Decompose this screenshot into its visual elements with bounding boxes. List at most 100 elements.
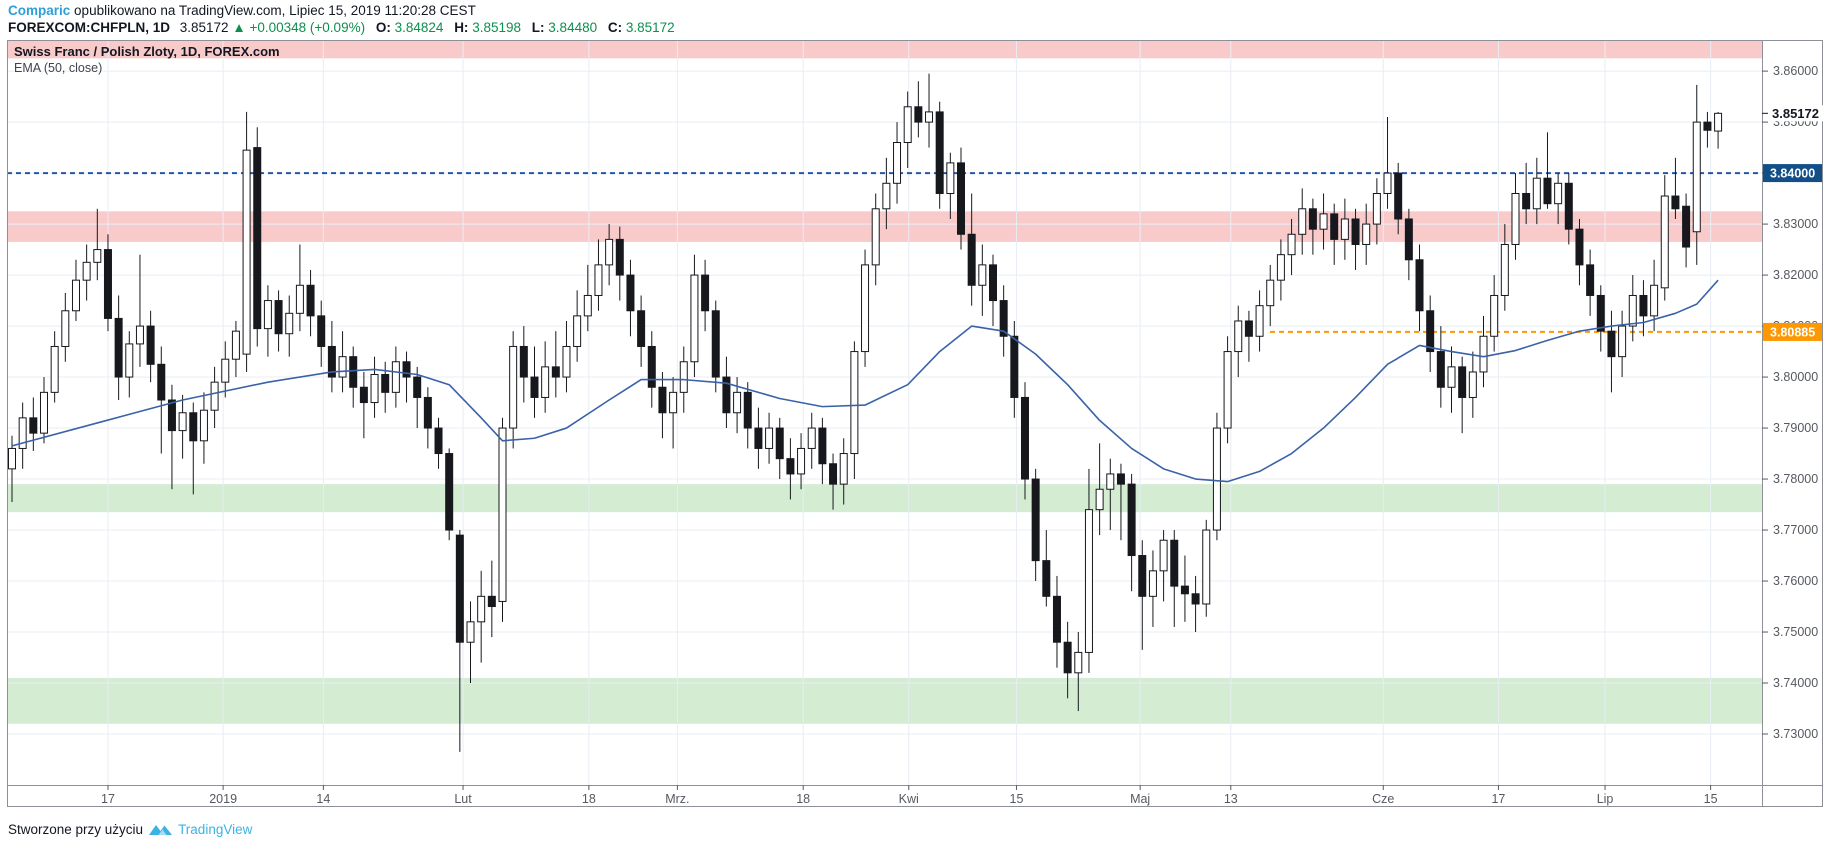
candle-body: [253, 147, 262, 330]
candle-body: [1244, 320, 1253, 337]
candle-body: [487, 595, 496, 608]
x-tick-label[interactable]: Mrz.: [665, 792, 689, 806]
candle-body: [647, 345, 656, 388]
candle-body: [1639, 294, 1648, 317]
y-tick-label[interactable]: 3.78000: [1773, 472, 1818, 486]
candle-body: [1575, 228, 1584, 266]
candle-body: [701, 274, 710, 312]
y-tick-label[interactable]: 3.77000: [1773, 523, 1818, 537]
x-tick-label[interactable]: 15: [1704, 792, 1718, 806]
high-value: 3.85198: [472, 20, 522, 35]
candle-body: [925, 111, 934, 123]
candle-body: [1234, 320, 1243, 353]
candle-body: [1074, 651, 1083, 674]
candle-body: [1180, 585, 1189, 595]
candle-body: [1415, 259, 1424, 312]
ema-line: [11, 279, 1719, 483]
candle-body: [434, 427, 443, 455]
candle-body: [1671, 195, 1680, 210]
resistance-upper-zone: [7, 40, 1762, 59]
candle-body: [29, 417, 38, 434]
candle-body: [1287, 233, 1296, 256]
candle-body: [946, 162, 955, 194]
y-tick-label[interactable]: 3.83000: [1773, 217, 1818, 231]
candle-body: [1458, 366, 1467, 398]
close-value: 3.85172: [625, 20, 675, 35]
candle-body: [669, 391, 678, 414]
y-tick-label[interactable]: 3.73000: [1773, 727, 1818, 741]
x-tick-label[interactable]: 17: [101, 792, 115, 806]
x-tick-label[interactable]: 18: [796, 792, 810, 806]
comparic-link[interactable]: Comparic: [8, 3, 71, 18]
x-tick-label[interactable]: 18: [582, 792, 596, 806]
y-tick-label[interactable]: 3.74000: [1773, 676, 1818, 690]
x-tick-label[interactable]: 2019: [209, 792, 237, 806]
candle-body: [583, 294, 592, 317]
candle-body: [1340, 218, 1349, 240]
candle-body: [871, 208, 880, 266]
candle-body: [274, 300, 283, 335]
candle-body: [775, 427, 784, 460]
candle-body: [743, 391, 752, 429]
x-tick-label[interactable]: 13: [1224, 792, 1238, 806]
price-level-label-3.84000: 3.84000: [1763, 164, 1822, 183]
candle-body: [765, 427, 774, 449]
candle-body: [445, 453, 454, 531]
candle-body: [626, 274, 635, 312]
x-tick-label[interactable]: 15: [1010, 792, 1024, 806]
candle-body: [1692, 121, 1701, 233]
candle-body: [210, 381, 219, 411]
x-tick-label[interactable]: 14: [316, 792, 330, 806]
candle-body: [1511, 192, 1520, 245]
candles-layer: [8, 73, 1723, 752]
candle-body: [1319, 213, 1328, 230]
x-tick-label[interactable]: Cze: [1372, 792, 1394, 806]
candle-body: [18, 417, 27, 449]
x-tick-label[interactable]: 17: [1491, 792, 1505, 806]
candle-body: [658, 386, 667, 414]
y-tick-label[interactable]: 3.75000: [1773, 625, 1818, 639]
y-tick-label[interactable]: 3.76000: [1773, 574, 1818, 588]
open-label: O:: [375, 20, 391, 35]
candle-body: [861, 264, 870, 353]
candle-body: [157, 363, 166, 401]
y-tick-label[interactable]: 3.79000: [1773, 421, 1818, 435]
x-tick-label[interactable]: Lut: [454, 792, 472, 806]
candle-body: [391, 361, 400, 393]
candle-body: [103, 249, 112, 319]
candle-body: [711, 310, 720, 378]
y-tick-label[interactable]: 3.80000: [1773, 370, 1818, 384]
candle-body: [893, 141, 902, 184]
y-tick-label[interactable]: 3.82000: [1773, 268, 1818, 282]
grid-layer: [7, 40, 1762, 785]
candle-body: [263, 300, 272, 330]
candle-body: [39, 391, 48, 434]
x-tick-label[interactable]: Lip: [1597, 792, 1614, 806]
candle-body: [285, 312, 294, 335]
candle-body: [530, 376, 539, 398]
low-value: 3.84480: [548, 20, 598, 35]
symbol-header: FOREXCOM:CHFPLN, 1D 3.85172 ▲ +0.00348 (…: [8, 19, 675, 36]
hlines-layer: [7, 172, 1762, 333]
tradingview-link[interactable]: TradingView: [178, 822, 253, 837]
x-tick-label[interactable]: Maj: [1130, 792, 1150, 806]
symbol-name[interactable]: FOREXCOM:CHFPLN, 1D: [8, 20, 170, 35]
candle-body: [477, 595, 486, 623]
candle-body: [850, 351, 859, 455]
last-price-text: 3.85172: [1772, 106, 1819, 121]
candle-body: [178, 412, 187, 432]
last-price-label: 3.85172: [1762, 105, 1823, 122]
x-tick-label[interactable]: Kwi: [899, 792, 919, 806]
zones-layer: [7, 40, 1762, 724]
candle-body: [1010, 335, 1019, 398]
candle-body: [1543, 177, 1552, 205]
change-text: +0.00348 (+0.09%): [249, 20, 366, 35]
candle-body: [8, 447, 16, 470]
price-level-label-3.80885: 3.80885: [1763, 322, 1822, 341]
y-tick-label[interactable]: 3.86000: [1773, 64, 1818, 78]
candle-body: [381, 374, 390, 393]
candle-body: [1148, 570, 1157, 597]
candle-body: [1372, 192, 1381, 225]
